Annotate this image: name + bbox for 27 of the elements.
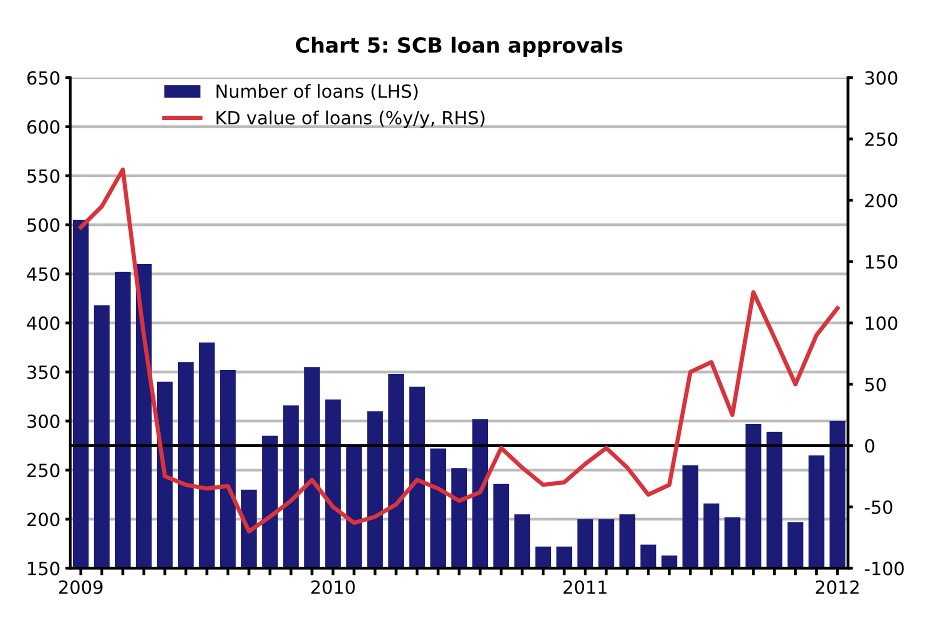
y-tick-label: 450 [26, 267, 60, 281]
chart-title: Chart 5: SCB loan approvals [296, 36, 622, 57]
y-tick-label: 150 [28, 562, 60, 576]
y-tick-label: 550 [27, 169, 60, 183]
y2-tick-label: 50 [865, 378, 886, 392]
y-tick-label: 300 [27, 414, 60, 428]
y2-tick-label: 150 [866, 255, 898, 269]
y-tick-label: 250 [27, 464, 60, 478]
y-tick-label: 400 [26, 316, 60, 330]
y2-tick-label: 250 [865, 132, 898, 146]
y2-tick-label: 200 [865, 194, 898, 208]
y-tick-label: 350 [27, 365, 60, 380]
y-tick-label: 650 [27, 71, 60, 85]
y-tick-label: 500 [27, 218, 60, 232]
legend-label: KD value of loans (%y/y, RHS) [216, 110, 484, 128]
y2-tick-label: 0 [865, 439, 874, 453]
y2-tick-label: 300 [865, 71, 898, 85]
x-tick-label: 2010 [311, 580, 355, 594]
x-tick-label: 2009 [59, 580, 102, 594]
y-tick-label: 200 [27, 512, 60, 526]
y-tick-label: 600 [27, 120, 60, 134]
y2-tick-label: -50 [864, 500, 892, 514]
x-tick-label: 2012 [816, 580, 859, 594]
x-tick-label: 2011 [564, 580, 607, 594]
legend-label: Number of loans (LHS) [216, 84, 418, 100]
y2-tick-label: -100 [864, 562, 904, 576]
y2-tick-label: 100 [866, 316, 898, 330]
